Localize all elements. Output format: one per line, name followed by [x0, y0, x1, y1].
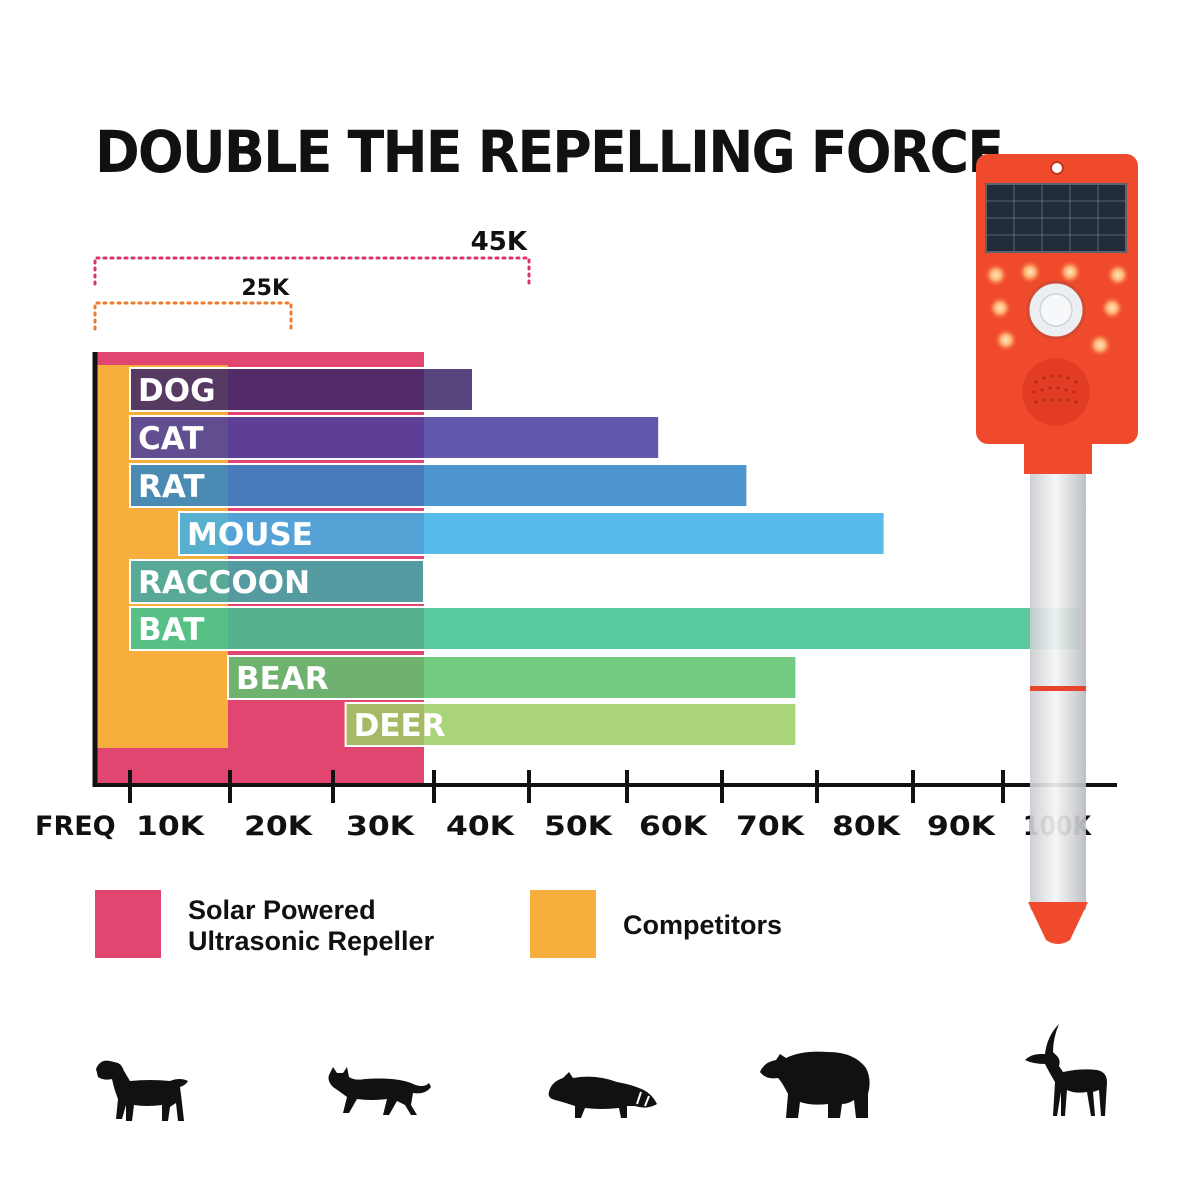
led-ring [984, 260, 1130, 357]
x-tick-label-40k: 40K [446, 811, 515, 842]
x-tick-label-50k: 50K [544, 811, 613, 842]
legend-swatch-competitors [530, 890, 596, 958]
range-label-raccoon: RACCOON [138, 565, 310, 601]
solar-repeller-stake-icon [976, 154, 1138, 944]
range-bar-bat [129, 606, 1082, 651]
x-tick-label-20k: 20K [244, 811, 313, 842]
antelope-silhouette-icon [1025, 1024, 1107, 1116]
x-tick-label-70k: 70K [736, 811, 805, 842]
range-bar-raccoon [129, 559, 425, 604]
legend-label-solar-line-2: Ultrasonic Repeller [188, 926, 435, 956]
range-label-deer: DEER [354, 708, 446, 744]
range-bar-bear [227, 655, 798, 700]
x-tick-label-60k: 60K [639, 811, 708, 842]
legend-label-solar: Solar Powered Ultrasonic Repeller [188, 895, 434, 957]
x-tick-label-10k: 10K [136, 811, 205, 842]
range-bar-deer [344, 702, 798, 747]
pole-collar [1024, 426, 1092, 474]
speaker-grille [1022, 358, 1090, 426]
range-marker-label-45k: 45K [471, 227, 528, 257]
range-label-dog: DOG [138, 373, 216, 409]
x-tick-label-90k: 90K [927, 811, 996, 842]
cat-silhouette-icon [328, 1067, 431, 1115]
range-label-cat: CAT [138, 421, 203, 457]
range-label-mouse: MOUSE [187, 517, 313, 553]
range-label-rat: RAT [138, 469, 205, 505]
range-bar-dog [129, 367, 474, 412]
raccoon-silhouette-icon [548, 1072, 657, 1118]
stake-band [1030, 686, 1086, 691]
x-tick-label-80k: 80K [832, 811, 901, 842]
legend-label-competitors-line-1: Competitors [623, 910, 783, 940]
range-label-bear: BEAR [236, 661, 329, 697]
page-title: DOUBLE THE REPELLING FORCE [95, 118, 1004, 186]
range-bar-rat [129, 463, 749, 508]
range-marker-label-25k: 25K [241, 276, 290, 301]
range-marker-25k [93, 301, 293, 331]
legend-label-competitors: Competitors [623, 910, 782, 941]
range-bar-cat [129, 415, 661, 460]
legend-label-solar-line-1: Solar Powered [188, 895, 376, 925]
x-axis-label: FREQ [35, 811, 116, 842]
range-bar-mouse [178, 511, 886, 556]
stake-tip [1028, 902, 1088, 944]
dog-silhouette-icon [96, 1060, 188, 1121]
bear-silhouette-icon [760, 1051, 870, 1118]
range-label-bat: BAT [138, 612, 204, 648]
legend-swatch-solar [95, 890, 161, 958]
hang-hole [1050, 161, 1064, 175]
x-tick-label-30k: 30K [346, 811, 415, 842]
range-marker-45k [93, 256, 531, 286]
